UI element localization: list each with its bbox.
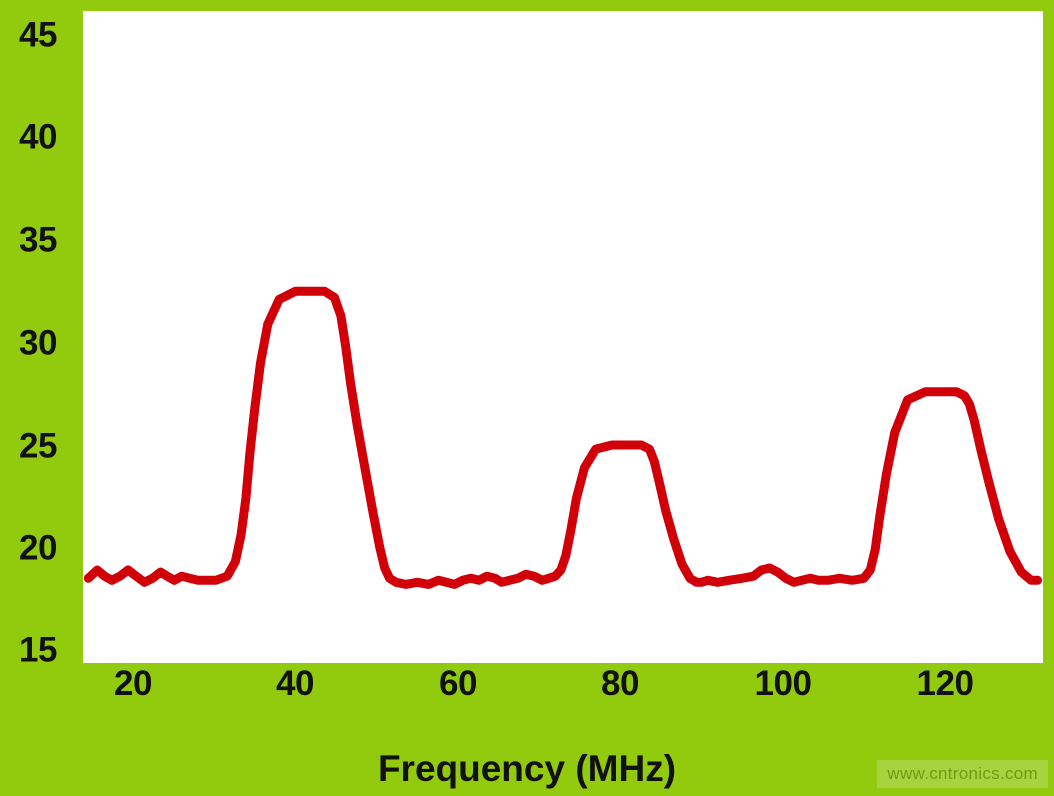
plot-svg xyxy=(83,286,1043,589)
watermark-label: www.cntronics.com xyxy=(877,760,1048,788)
x-tick-40: 40 xyxy=(276,664,314,703)
x-tick-120: 120 xyxy=(916,664,974,703)
y-tick-25: 25 xyxy=(19,426,57,466)
plot-area xyxy=(83,11,1043,663)
x-axis-title: Frequency (MHz) xyxy=(377,748,677,789)
y-tick-20: 20 xyxy=(19,528,57,568)
x-tick-20: 20 xyxy=(114,664,152,703)
y-tick-35: 35 xyxy=(19,220,57,260)
y-tick-30: 30 xyxy=(19,323,57,363)
y-tick-40: 40 xyxy=(19,117,57,157)
spectrum-trace-line xyxy=(83,286,1043,589)
x-tick-60: 60 xyxy=(439,664,477,703)
x-tick-100: 100 xyxy=(754,664,812,703)
y-tick-45: 45 xyxy=(19,15,57,55)
x-tick-80: 80 xyxy=(601,664,639,703)
y-tick-15: 15 xyxy=(19,630,57,670)
